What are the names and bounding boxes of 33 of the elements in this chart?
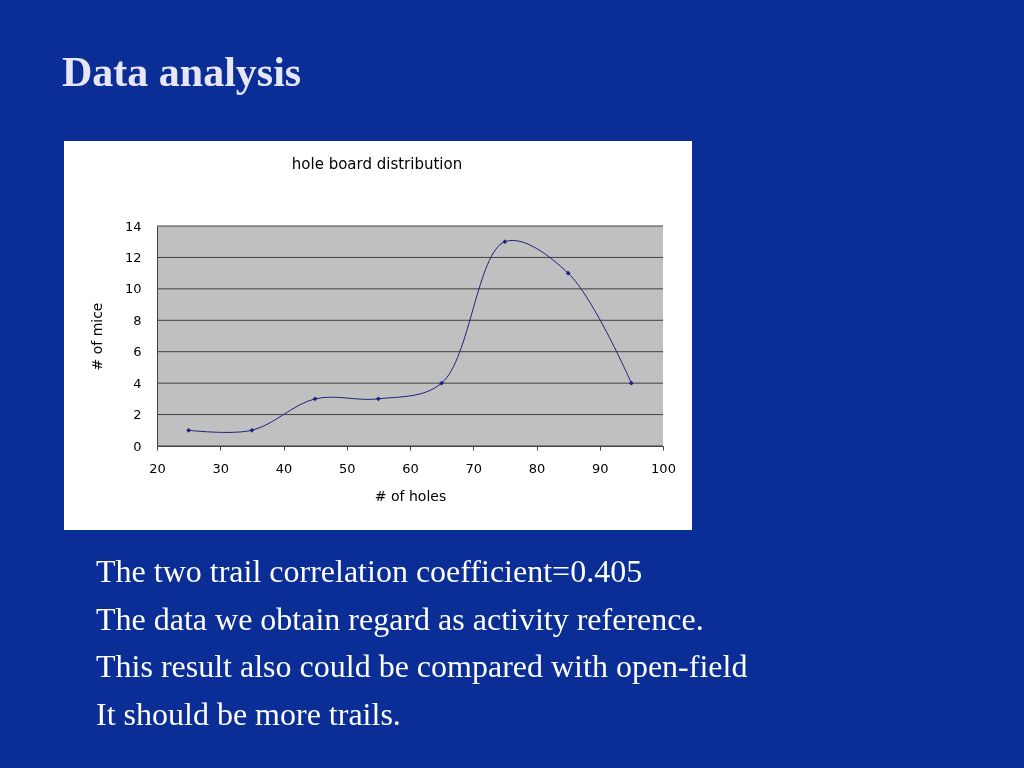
y-tick-label: 12: [124, 249, 142, 265]
text: The two trail correlation coefficient=0.405: [96, 553, 643, 589]
x-tick-label: 80: [528, 460, 546, 476]
x-tick-label: 20: [149, 460, 166, 476]
y-tick-label: 0: [133, 438, 142, 454]
text: It should be more trails.: [96, 695, 401, 732]
point: [186, 427, 191, 433]
x-tick-label: 40: [275, 460, 293, 476]
y-tick-label: 10: [124, 281, 142, 297]
point: [629, 380, 634, 386]
point: [502, 239, 508, 245]
x-tick-label: 100: [651, 460, 676, 476]
x-tick-label: 70: [465, 460, 483, 476]
text: This result also could be compared with open-field: [96, 648, 748, 684]
y-tick-label: 8: [133, 312, 142, 328]
chart-subtitle: hole board distribution: [291, 155, 463, 173]
point: [312, 396, 318, 402]
x-axis-title: # of holes: [374, 487, 447, 504]
y-tick-label: 4: [133, 375, 142, 391]
x-tick-label: 60: [402, 460, 419, 476]
x-tick-label: 30: [212, 460, 230, 476]
point: [565, 270, 571, 276]
text: The data we obtain regard as activity reference.: [96, 600, 704, 637]
point: [376, 396, 381, 402]
y-axis-title: # of mice: [88, 302, 105, 371]
x-tick-label: 90: [591, 460, 609, 476]
x-tick-label: 50: [338, 460, 356, 476]
point: [439, 380, 444, 386]
point: [249, 427, 255, 433]
y-tick-label: 2: [133, 407, 142, 423]
y-tick-label: 6: [133, 344, 142, 360]
chart-title: Data analysis: [62, 49, 302, 95]
y-tick-label: 14: [124, 218, 142, 234]
